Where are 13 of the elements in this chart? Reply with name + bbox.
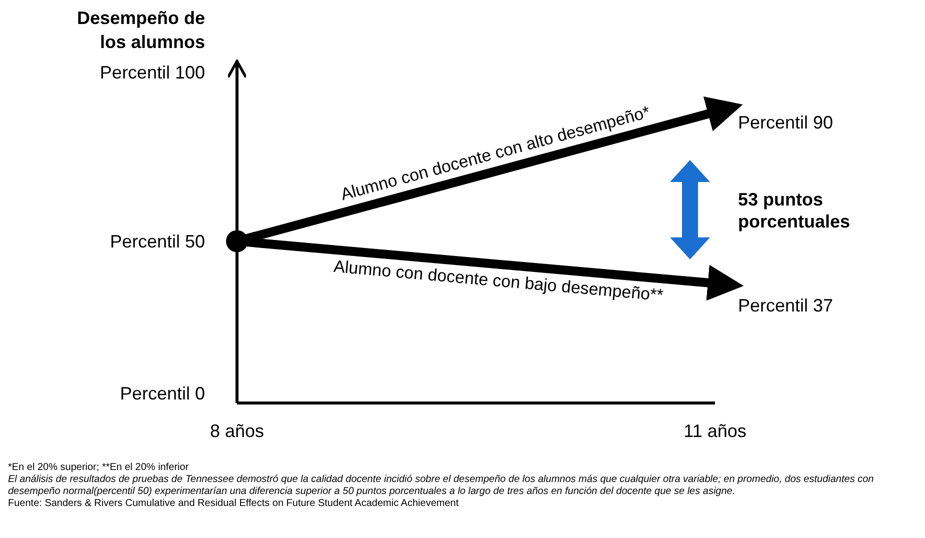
text: Percentil 0 <box>120 383 205 404</box>
text: Percentil 50 <box>110 232 205 252</box>
text: Alumno con docente con bajo desempeño** <box>332 256 664 305</box>
text: Percentil 90 <box>738 112 834 132</box>
text: Percentil 100 <box>100 62 205 82</box>
source-note: Fuente: Sanders & Rivers Cumulative and Residual Effects on Future Student Academic Achievement <box>8 498 460 510</box>
text: *En el 20% superior; **En el 20% inferior <box>8 462 190 474</box>
x-tick-label: 11 años <box>684 421 746 441</box>
x-tick-label: 8 años <box>210 421 264 441</box>
text: El análisis de resultados de pruebas de Tennessee demostró que la calidad docente incidió sobre el desempeño de los alumnos más que cualquier otra variable; en promedio, dos estudiantes con desempeño normal(percentil 50) experimentarían una diferencia superior a 50 puntos porcentuales a lo largo de tres años en función del docente que se les asigne. <box>8 474 875 498</box>
y-axis-title: Desempeño de los alumnos <box>76 8 205 52</box>
text: 53 puntos porcentuales <box>738 190 850 232</box>
text: Percentil 37 <box>738 296 834 316</box>
